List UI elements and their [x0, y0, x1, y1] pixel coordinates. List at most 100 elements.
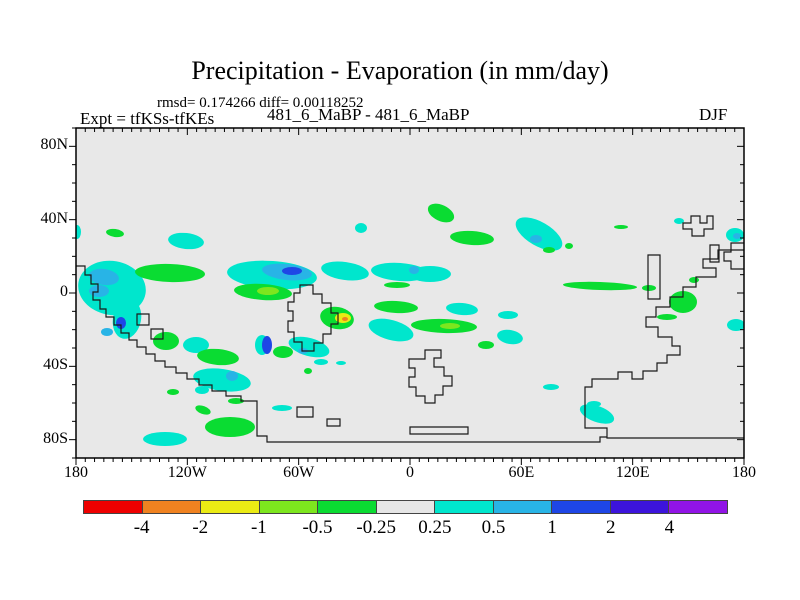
- anomaly-green: [195, 405, 211, 415]
- colorbar-segment: [492, 500, 553, 514]
- colorbar-segment: [258, 500, 319, 514]
- anomaly-layer: [76, 203, 744, 446]
- anomaly-green: [478, 341, 494, 349]
- anomaly-blue: [282, 267, 302, 275]
- coastline: [584, 249, 744, 439]
- lat-tick-label: 0: [60, 283, 68, 300]
- anomaly-cyan: [321, 261, 369, 281]
- anomaly-sky: [530, 235, 542, 243]
- ocean-background: [76, 128, 744, 458]
- colorbar-label: -0.25: [356, 517, 396, 538]
- stats-line: rmsd= 0.174266 diff= 0.00118252: [157, 95, 364, 111]
- anomaly-cyan: [183, 337, 209, 353]
- anomaly-sky: [226, 371, 238, 381]
- anomaly-green: [565, 243, 573, 249]
- anomaly-cyan: [76, 225, 81, 239]
- anomaly-cyan: [579, 404, 615, 424]
- colorbar-label: 2: [605, 517, 616, 538]
- lon-tick-label: 60W: [283, 464, 315, 481]
- anomaly-green: [450, 230, 494, 246]
- colorbar-segment: [200, 500, 260, 514]
- season-label: DJF: [699, 105, 728, 124]
- anomaly-cyan: [515, 217, 563, 251]
- map-frame: [75, 127, 745, 459]
- lon-tick-label: 180: [732, 464, 756, 481]
- lon-tick-label: 60E: [508, 464, 535, 481]
- colorbar-segment: [83, 500, 143, 514]
- experiment-label: Expt = tfKSs-tfKEs: [80, 109, 215, 128]
- anomaly-green: [689, 277, 699, 283]
- colorbar-segment: [434, 500, 494, 514]
- anomaly-cyan: [543, 384, 559, 390]
- anomaly-green: [657, 314, 677, 320]
- colorbar-labels: -4 -2 -1 -0.5 -0.25 0.25 0.5 1 2 4: [0, 517, 800, 541]
- colorbar-label: 0.25: [418, 517, 452, 538]
- lon-tick-label: 0: [406, 464, 414, 481]
- colorbar-segment: [141, 500, 202, 514]
- anomaly-green: [106, 228, 124, 238]
- coastline: [76, 265, 425, 443]
- coastline: [425, 436, 607, 443]
- colorbar-label: -4: [133, 517, 150, 538]
- longitude-axis: 180 120W 60W 0 60E 120E 180: [0, 464, 800, 484]
- anomaly-green: [167, 389, 179, 395]
- latitude-axis: 80N 40N 0 40S 80S: [16, 0, 68, 600]
- coastline: [136, 313, 150, 326]
- anomaly-sky: [89, 268, 119, 286]
- coastline: [296, 406, 314, 418]
- coastline: [326, 418, 341, 427]
- coastline: [150, 328, 164, 340]
- anomaly-cyan: [497, 329, 523, 345]
- anomaly-green: [614, 225, 628, 229]
- anomaly-green: [153, 332, 179, 350]
- anomaly-blue: [262, 336, 272, 354]
- anomaly-sky: [409, 266, 419, 274]
- lon-tick-label: 180: [64, 464, 88, 481]
- lon-tick-label: 120W: [167, 464, 207, 481]
- anomaly-green: [642, 285, 656, 291]
- anomaly-cyan: [674, 218, 684, 224]
- colorbar-label: -0.5: [302, 517, 333, 538]
- anomaly-blue: [116, 317, 126, 329]
- colorbar-label: 4: [664, 517, 675, 538]
- coastline: [709, 244, 720, 263]
- anomaly-cyan: [446, 302, 478, 316]
- anomaly-ygreen: [440, 323, 460, 329]
- colorbar-label: -2: [192, 517, 209, 538]
- colorbar-segment: [551, 500, 611, 514]
- anomaly-cyan: [498, 311, 518, 319]
- coastline: [723, 242, 744, 270]
- anomaly-green: [273, 346, 293, 358]
- colorbar-segment: [668, 500, 729, 514]
- anomaly-cyan: [195, 386, 209, 394]
- anomaly-cyan: [336, 361, 346, 365]
- anomaly-cyan: [143, 432, 187, 446]
- anomaly-cyan: [112, 299, 142, 339]
- colorbar-segment: [609, 500, 670, 514]
- anomaly-ygreen: [257, 287, 279, 295]
- anomaly-cyan: [368, 318, 414, 342]
- coastline: [409, 426, 469, 435]
- colorbar-label: 1: [547, 517, 557, 538]
- anomaly-green: [384, 282, 410, 288]
- anomaly-orange: [342, 317, 348, 321]
- anomaly-green: [427, 203, 455, 223]
- plot-title: Precipitation - Evaporation (in mm/day): [191, 56, 609, 85]
- anomaly-cyan: [727, 319, 744, 331]
- lat-tick-label: 80S: [43, 429, 68, 447]
- coastline: [408, 349, 453, 404]
- anomaly-sky: [89, 285, 109, 297]
- coastline: [647, 254, 661, 300]
- anomaly-cyan: [168, 232, 204, 250]
- colorbar-segment: [375, 500, 436, 514]
- lat-tick-label: 80N: [40, 136, 68, 154]
- anomaly-cyan: [355, 223, 367, 233]
- colorbar-label: -1: [250, 517, 267, 538]
- anomaly-cyan: [587, 401, 601, 407]
- anomaly-green: [228, 398, 244, 404]
- lat-tick-label: 40S: [43, 356, 68, 374]
- anomaly-cyan: [314, 359, 328, 365]
- anomaly-green: [374, 300, 418, 314]
